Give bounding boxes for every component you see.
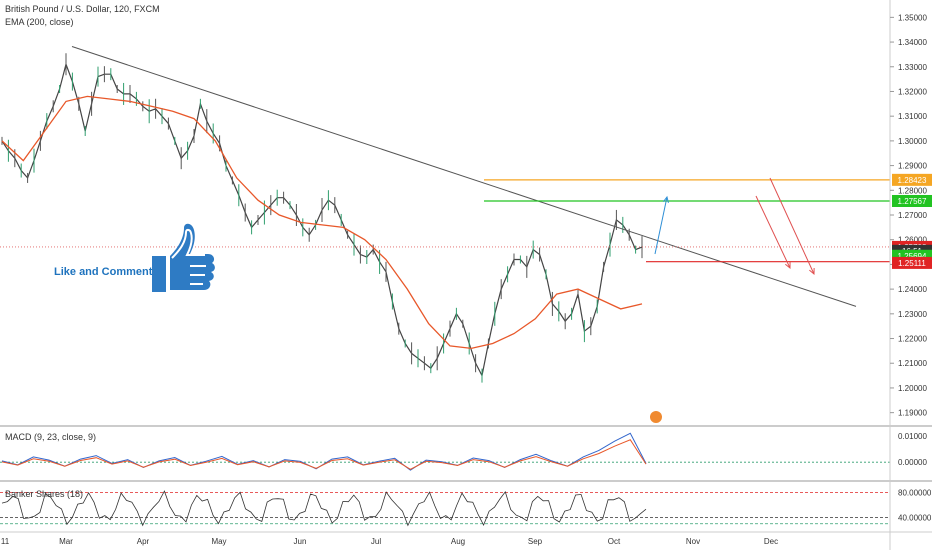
price-tick-label: 1.28000 (898, 186, 927, 195)
bullish-projection-arrow-head (662, 195, 669, 203)
price-badge-label: 1.25694 (898, 252, 927, 261)
macd-label: MACD (9, 23, close, 9) (5, 432, 97, 442)
price-tick-label: 1.31000 (898, 112, 927, 121)
bearish-projection-arrow-1-head (785, 261, 791, 270)
price-tick-label: 1.24000 (898, 285, 927, 294)
time-tick-label: Mar (59, 537, 73, 546)
banker-line (1, 490, 647, 527)
descending-trendline (71, 46, 857, 307)
time-tick-label: Jun (294, 537, 307, 546)
ema-legend: EMA (200, close) (5, 17, 74, 27)
price-tick-label: 1.29000 (898, 162, 927, 171)
price-badge (892, 256, 932, 269)
bearish-projection-arrow-1 (755, 195, 791, 269)
event-marker (650, 411, 662, 423)
banker-tick-label: 40.00000 (898, 513, 932, 522)
banker-label: Banker Shares (18) (5, 489, 84, 499)
price-badge-label: 1.28423 (898, 176, 927, 185)
price-tick-label: 1.27000 (898, 211, 927, 220)
price-badge-label: 1.27567 (898, 197, 927, 206)
overlay-layer (0, 46, 890, 423)
bullish-projection-arrow (654, 196, 668, 255)
bearish-projection-arrow-2 (769, 177, 815, 275)
price-layer (1, 53, 643, 383)
time-tick-label: Jul (371, 537, 381, 546)
price-badge-label: 1.25111 (898, 259, 926, 268)
symbol-title: British Pound / U.S. Dollar, 120, FXCM (5, 4, 160, 14)
price-tick-label: 1.35000 (898, 13, 927, 22)
price-tick-label: 1.22000 (898, 335, 927, 344)
price-tick-label: 1.33000 (898, 63, 927, 72)
price-tick-label: 1.20000 (898, 384, 927, 393)
time-tick-label: Apr (137, 537, 150, 546)
price-tick-label: 1.19000 (898, 409, 927, 418)
macd-signal-line (1, 439, 647, 470)
bearish-projection-arrow-2-head (809, 267, 815, 276)
banker-layer (0, 490, 890, 527)
time-tick-label: Sep (528, 537, 543, 546)
time-tick-label: Oct (608, 537, 621, 546)
price-tick-label: 1.34000 (898, 38, 927, 47)
ema-line (1, 95, 643, 350)
price-tick-label: 1.26000 (898, 236, 927, 245)
macd-tick-label: 0.00000 (898, 458, 927, 467)
promo-text: Like and Comment (54, 266, 153, 278)
price-tick-label: 1.32000 (898, 87, 927, 96)
banker-tick-label: 80.00000 (898, 488, 932, 497)
price-tick-label: 1.23000 (898, 310, 927, 319)
price-tick-label: 1.21000 (898, 359, 927, 368)
price-badge (892, 173, 932, 186)
price-badge (892, 194, 932, 207)
price-tick-label: 1.30000 (898, 137, 927, 146)
macd-tick-label: 0.01000 (898, 432, 927, 441)
grid-layer (0, 425, 932, 533)
thumbs-up-icon (152, 223, 215, 292)
time-tick-label: Aug (451, 537, 465, 546)
macd-layer (0, 432, 890, 471)
time-tick-label: 11 (1, 537, 10, 546)
time-tick-label: Dec (764, 537, 778, 546)
time-tick-label: Nov (686, 537, 700, 546)
time-tick-label: May (211, 537, 226, 546)
